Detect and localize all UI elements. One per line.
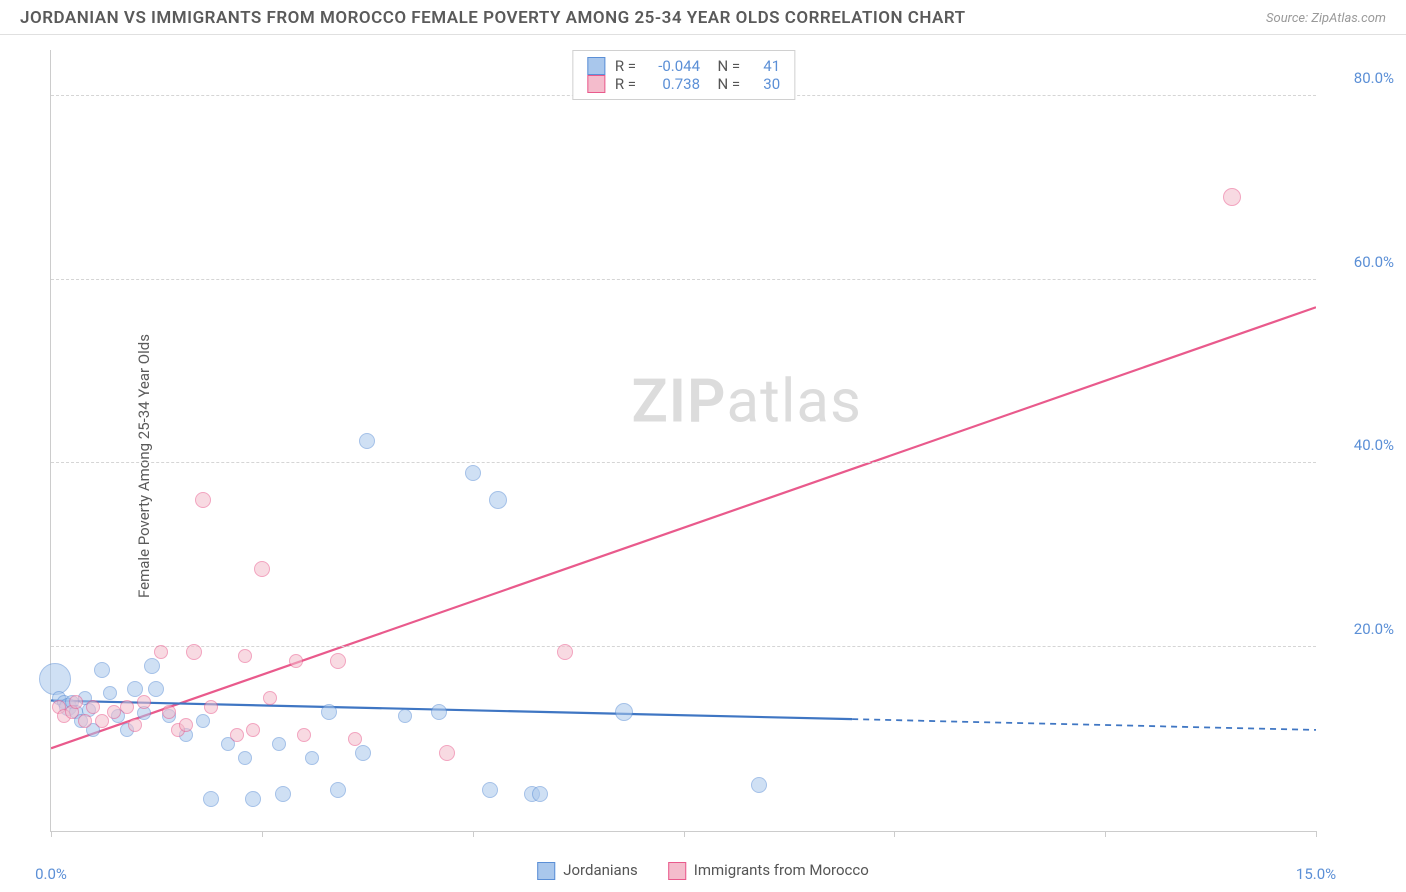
r-value: -0.044 bbox=[646, 57, 700, 75]
data-point bbox=[78, 714, 92, 728]
data-point bbox=[238, 751, 252, 765]
y-tick-label: 80.0% bbox=[1324, 69, 1394, 87]
data-point bbox=[305, 751, 319, 765]
data-point bbox=[128, 718, 142, 732]
x-tick-label: 15.0% bbox=[1296, 865, 1336, 883]
swatch-blue-icon bbox=[537, 862, 555, 880]
x-tick-mark bbox=[1316, 831, 1317, 837]
data-point bbox=[431, 704, 447, 720]
data-point bbox=[289, 654, 303, 668]
data-point bbox=[359, 433, 375, 449]
legend: Jordanians Immigrants from Morocco bbox=[537, 861, 869, 880]
data-point bbox=[254, 561, 270, 577]
data-point bbox=[196, 714, 210, 728]
data-point bbox=[195, 492, 211, 508]
n-value: 41 bbox=[750, 57, 780, 75]
swatch-pink-icon bbox=[668, 862, 686, 880]
y-tick-label: 60.0% bbox=[1324, 253, 1394, 271]
x-tick-label: 0.0% bbox=[35, 865, 67, 883]
data-point bbox=[154, 645, 168, 659]
gridline bbox=[51, 279, 1316, 280]
data-point bbox=[230, 728, 244, 742]
x-tick-mark bbox=[262, 831, 263, 837]
plot-area: ZIPatlas R = -0.044 N = 41 R = 0.738 N =… bbox=[50, 50, 1316, 832]
stat-row-jordanians: R = -0.044 N = 41 bbox=[587, 57, 780, 75]
chart-source: Source: ZipAtlas.com bbox=[1266, 11, 1386, 26]
data-point bbox=[439, 745, 455, 761]
data-point bbox=[103, 686, 117, 700]
trendlines-svg bbox=[51, 50, 1316, 831]
data-point bbox=[489, 491, 507, 509]
data-point bbox=[203, 791, 219, 807]
r-value: 0.738 bbox=[646, 75, 700, 93]
swatch-blue-icon bbox=[587, 57, 605, 75]
data-point bbox=[751, 777, 767, 793]
gridline bbox=[51, 462, 1316, 463]
data-point bbox=[204, 700, 218, 714]
x-tick-mark bbox=[894, 831, 895, 837]
data-point bbox=[1223, 188, 1241, 206]
chart-container: Female Poverty Among 25-34 Year Olds ZIP… bbox=[0, 40, 1406, 892]
data-point bbox=[238, 649, 252, 663]
data-point bbox=[186, 644, 202, 660]
x-tick-mark bbox=[684, 831, 685, 837]
data-point bbox=[245, 791, 261, 807]
data-point bbox=[482, 782, 498, 798]
data-point bbox=[137, 695, 151, 709]
data-point bbox=[95, 714, 109, 728]
x-tick-mark bbox=[1105, 831, 1106, 837]
y-tick-label: 40.0% bbox=[1324, 436, 1394, 454]
data-point bbox=[355, 745, 371, 761]
data-point bbox=[348, 732, 362, 746]
data-point bbox=[120, 700, 134, 714]
data-point bbox=[615, 703, 633, 721]
data-point bbox=[532, 786, 548, 802]
data-point bbox=[179, 718, 193, 732]
data-point bbox=[246, 723, 260, 737]
data-point bbox=[86, 700, 100, 714]
x-tick-mark bbox=[473, 831, 474, 837]
data-point bbox=[557, 644, 573, 660]
data-point bbox=[263, 691, 277, 705]
legend-item-morocco: Immigrants from Morocco bbox=[668, 861, 869, 880]
data-point bbox=[127, 681, 143, 697]
y-tick-label: 20.0% bbox=[1324, 620, 1394, 638]
stat-row-morocco: R = 0.738 N = 30 bbox=[587, 75, 780, 93]
data-point bbox=[398, 709, 412, 723]
data-point bbox=[275, 786, 291, 802]
x-tick-mark bbox=[51, 831, 52, 837]
data-point bbox=[69, 695, 83, 709]
data-point bbox=[330, 782, 346, 798]
data-point bbox=[162, 705, 176, 719]
data-point bbox=[144, 658, 160, 674]
data-point bbox=[94, 662, 110, 678]
data-point bbox=[148, 681, 164, 697]
data-point bbox=[272, 737, 286, 751]
gridline bbox=[51, 646, 1316, 647]
data-point bbox=[321, 704, 337, 720]
n-value: 30 bbox=[750, 75, 780, 93]
watermark: ZIPatlas bbox=[631, 366, 862, 437]
swatch-pink-icon bbox=[587, 75, 605, 93]
legend-item-jordanians: Jordanians bbox=[537, 861, 638, 880]
data-point bbox=[465, 465, 481, 481]
chart-title: JORDANIAN VS IMMIGRANTS FROM MOROCCO FEM… bbox=[20, 8, 966, 28]
chart-header: JORDANIAN VS IMMIGRANTS FROM MOROCCO FEM… bbox=[0, 0, 1406, 35]
data-point bbox=[297, 728, 311, 742]
correlation-stats-box: R = -0.044 N = 41 R = 0.738 N = 30 bbox=[572, 50, 795, 100]
data-point bbox=[330, 653, 346, 669]
